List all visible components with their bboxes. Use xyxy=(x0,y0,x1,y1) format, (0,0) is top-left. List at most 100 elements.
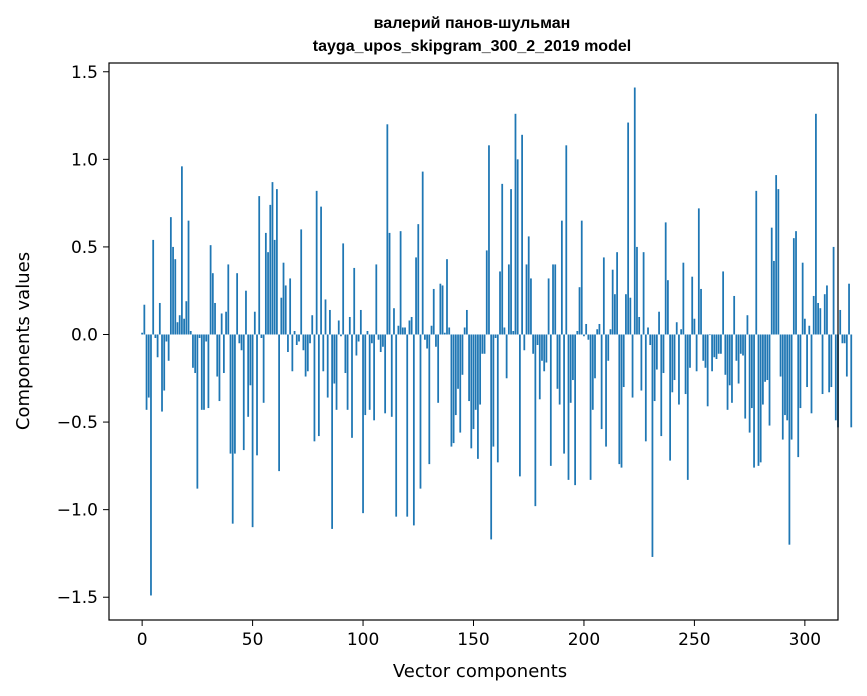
bar xyxy=(560,220,563,335)
bar xyxy=(253,311,256,335)
y-tick-label: −0.5 xyxy=(57,413,98,433)
bar xyxy=(165,334,168,342)
bar xyxy=(651,334,654,557)
bar xyxy=(505,334,508,379)
bar xyxy=(161,334,163,412)
bar xyxy=(214,302,216,335)
bar xyxy=(269,204,272,335)
bar xyxy=(680,329,683,335)
bar xyxy=(733,295,736,335)
bar xyxy=(569,334,572,403)
bar xyxy=(424,334,426,340)
bar xyxy=(585,323,588,335)
bar xyxy=(419,334,422,489)
bar xyxy=(247,334,250,417)
bar xyxy=(483,334,486,354)
bar xyxy=(768,334,771,426)
bar xyxy=(507,264,510,335)
bar xyxy=(187,220,190,335)
x-axis-label: Vector components xyxy=(393,661,567,682)
bar xyxy=(306,334,309,372)
chart-title: валерий панов-шульман xyxy=(374,15,571,32)
bar xyxy=(810,334,813,414)
bar xyxy=(667,280,669,335)
bar xyxy=(240,334,243,351)
bar xyxy=(642,252,645,335)
bar xyxy=(362,334,364,514)
bar xyxy=(271,182,274,335)
bar xyxy=(278,334,280,472)
bar xyxy=(797,334,800,458)
bar xyxy=(611,269,614,335)
y-tick-label: 0.0 xyxy=(71,325,98,345)
bar xyxy=(373,334,375,421)
y-tick-label: −1.5 xyxy=(57,588,98,608)
bar xyxy=(181,166,183,335)
bar xyxy=(631,334,634,398)
bar xyxy=(156,334,159,358)
bar xyxy=(481,334,484,354)
bar xyxy=(443,332,446,335)
bar xyxy=(572,334,574,381)
plot-frame xyxy=(108,62,839,621)
bar xyxy=(337,320,340,335)
bar xyxy=(225,311,227,335)
bar xyxy=(158,302,161,335)
bar xyxy=(236,273,239,335)
bar xyxy=(260,334,263,338)
bar xyxy=(600,334,603,430)
bar xyxy=(141,332,144,335)
bar xyxy=(552,264,554,335)
bar xyxy=(799,334,802,409)
bar xyxy=(695,334,698,372)
bar xyxy=(834,334,837,421)
bar xyxy=(523,334,526,351)
bar xyxy=(819,308,822,335)
bar xyxy=(589,334,592,480)
bar xyxy=(450,334,453,447)
bar xyxy=(655,334,658,370)
bar xyxy=(627,122,630,335)
bar xyxy=(428,334,431,465)
bar xyxy=(671,334,674,393)
bar xyxy=(368,334,371,410)
bar xyxy=(477,334,479,459)
bar xyxy=(176,322,179,335)
bar xyxy=(331,334,333,529)
bar xyxy=(850,334,853,428)
bar xyxy=(545,334,548,363)
bar xyxy=(591,334,594,410)
bar xyxy=(633,87,636,335)
bar xyxy=(530,278,532,335)
bar xyxy=(596,329,599,335)
bar xyxy=(720,334,722,354)
bar xyxy=(700,288,702,335)
bar xyxy=(207,334,210,409)
bar xyxy=(282,262,285,335)
bar xyxy=(702,334,705,361)
bar xyxy=(614,294,616,335)
bar xyxy=(218,334,221,402)
y-axis-label: Components values xyxy=(13,252,34,430)
bar xyxy=(439,283,442,335)
bar xyxy=(708,334,711,336)
bar xyxy=(267,252,269,335)
bar xyxy=(817,302,819,335)
bar xyxy=(357,334,360,342)
bar xyxy=(317,334,320,437)
bar xyxy=(828,334,831,393)
bar xyxy=(386,124,389,335)
bar xyxy=(395,334,398,517)
bar xyxy=(465,309,468,335)
bar xyxy=(587,334,590,340)
bar xyxy=(437,334,440,403)
x-tick-label: 0 xyxy=(137,630,148,650)
bar xyxy=(770,227,773,335)
bar xyxy=(169,217,172,335)
bar xyxy=(147,334,150,398)
bar xyxy=(792,238,795,335)
bar xyxy=(479,334,482,405)
bar xyxy=(748,334,751,433)
bar xyxy=(536,334,539,345)
bar xyxy=(706,334,709,407)
